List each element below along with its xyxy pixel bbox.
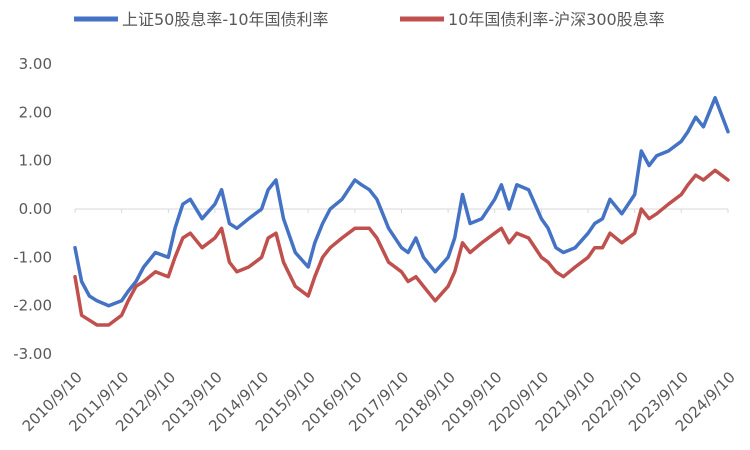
legend-label-hs300: 10年国债利率-沪深300股息率	[448, 10, 665, 29]
y-axis: 3.00 2.00 1.00 0.00 -1.00 -2.00 -3.00	[13, 55, 52, 363]
series-line-shang50	[73, 96, 730, 308]
legend-label-shang50: 上证50股息率-10年国债利率	[122, 10, 329, 29]
series-line-hs300	[73, 168, 730, 327]
y-tick-label: 3.00	[19, 55, 52, 73]
y-tick-label: -3.00	[13, 345, 52, 363]
y-tick-label: 1.00	[19, 152, 52, 170]
y-tick-label: -1.00	[13, 248, 52, 266]
plot-area	[73, 96, 730, 327]
legend: 上证50股息率-10年国债利率 10年国债利率-沪深300股息率	[74, 10, 665, 29]
y-tick-label: 0.00	[19, 200, 52, 218]
y-tick-label: -2.00	[13, 297, 52, 315]
y-tick-label: 2.00	[19, 103, 52, 121]
